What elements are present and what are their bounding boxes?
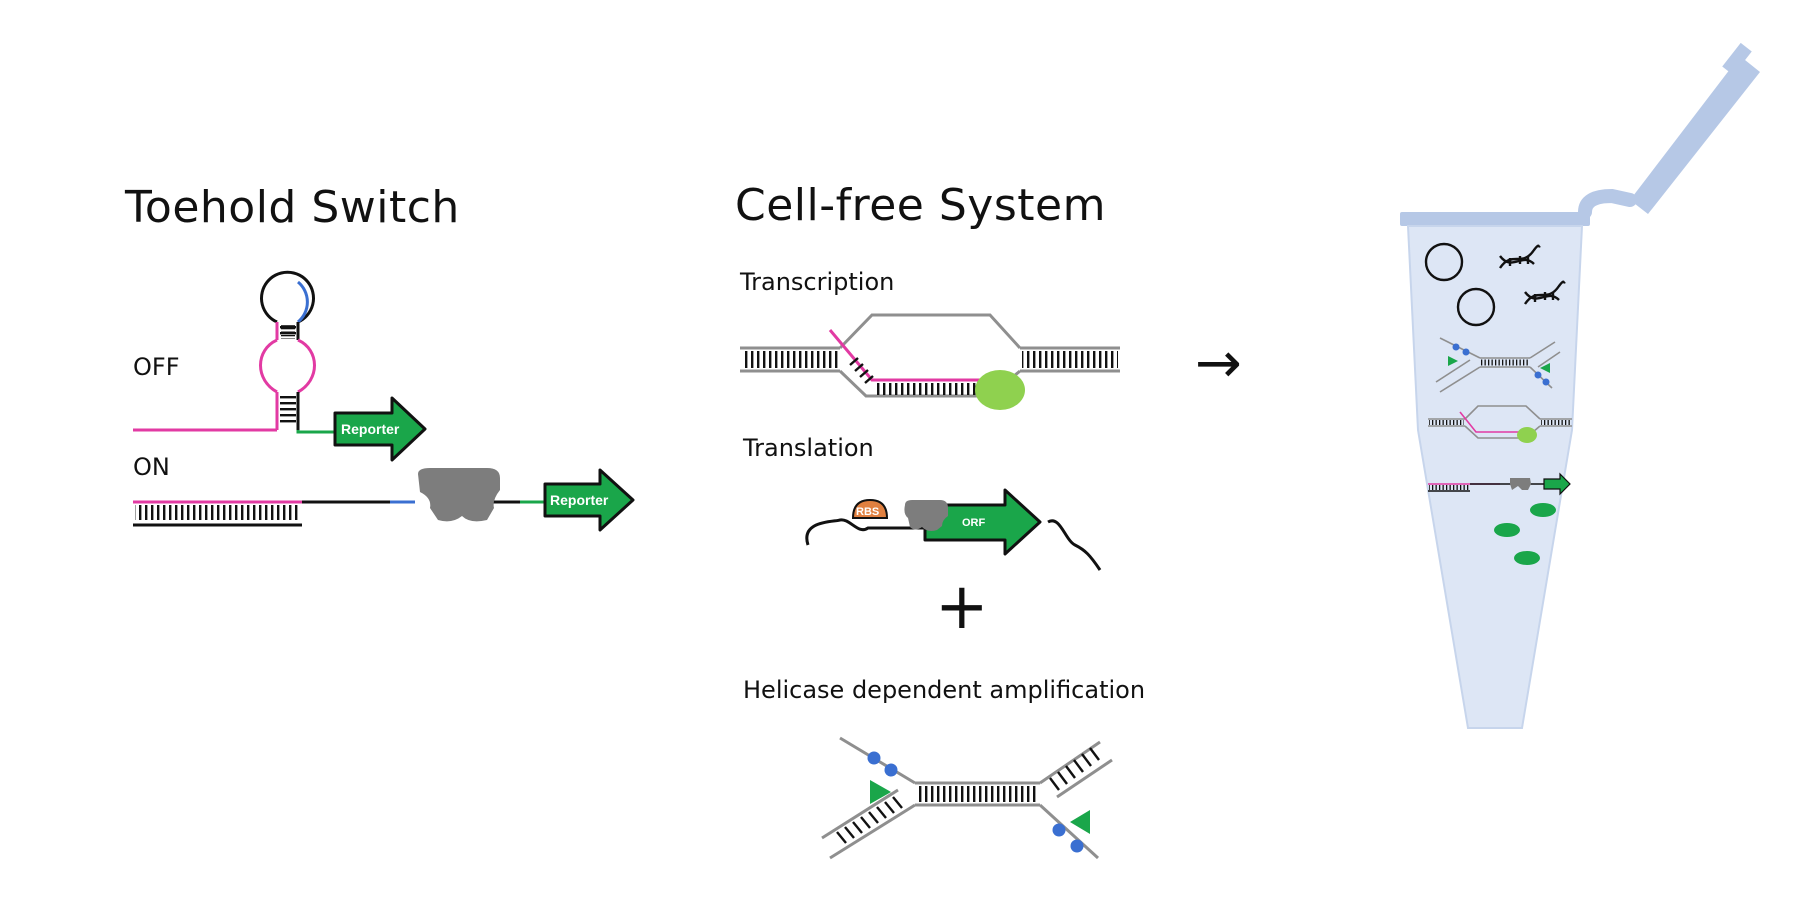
plus-sign: + <box>935 570 989 644</box>
on-duplex <box>133 500 545 527</box>
toehold-switch-panel: Toehold Switch OFF ON <box>124 182 635 532</box>
tube-lid <box>1630 56 1760 214</box>
vesicle-icon <box>1424 242 1464 282</box>
helicase-bead-icon <box>884 763 898 777</box>
flow-arrow: → <box>1195 331 1242 396</box>
reporter-arrow-off: Reporter <box>333 396 427 462</box>
mini-hda-icon <box>1435 337 1561 393</box>
on-label: ON <box>133 453 170 481</box>
primer-icon <box>1070 810 1090 834</box>
reporter-arrow-on: Reporter <box>543 468 635 532</box>
primer-icon <box>870 780 891 804</box>
dna-icon <box>1524 280 1566 305</box>
toehold-title: Toehold Switch <box>124 182 460 233</box>
ribosome-icon <box>418 468 500 522</box>
helicase-bead-icon <box>867 751 881 765</box>
reporter-label-on: Reporter <box>550 492 609 508</box>
mini-transcription-icon <box>1428 405 1572 443</box>
vesicle-icon <box>1456 287 1496 327</box>
translation-diagram: RBS ORF <box>805 488 1102 571</box>
mini-toehold-icon <box>1428 472 1571 496</box>
hda-diagram <box>821 736 1113 860</box>
reporter-protein-icon <box>1514 551 1540 565</box>
dna-icon <box>1499 244 1541 269</box>
reporter-label-off: Reporter <box>341 421 400 437</box>
orf-label: ORF <box>962 517 986 529</box>
rna-polymerase-icon <box>975 370 1025 410</box>
ribosome-small-icon <box>904 500 948 531</box>
off-hairpin <box>133 270 335 434</box>
cellfree-title: Cell-free System <box>735 180 1106 231</box>
transcription-label: Transcription <box>739 268 894 296</box>
cell-free-panel: Cell-free System Transcription Translati… <box>735 180 1145 860</box>
rbs-label: RBS <box>856 506 879 518</box>
hda-label: Helicase dependent amplification <box>743 676 1145 704</box>
translation-label: Translation <box>742 434 874 462</box>
reporter-protein-icon <box>1494 523 1520 537</box>
off-label: OFF <box>133 353 180 381</box>
orf-arrow <box>923 488 1042 556</box>
helicase-bead-icon <box>1052 823 1066 837</box>
rbs-icon <box>851 498 889 519</box>
reaction-tube <box>1400 42 1760 729</box>
transcription-diagram <box>740 313 1120 410</box>
helicase-bead-icon <box>1070 839 1084 853</box>
reporter-protein-icon <box>1530 503 1556 517</box>
